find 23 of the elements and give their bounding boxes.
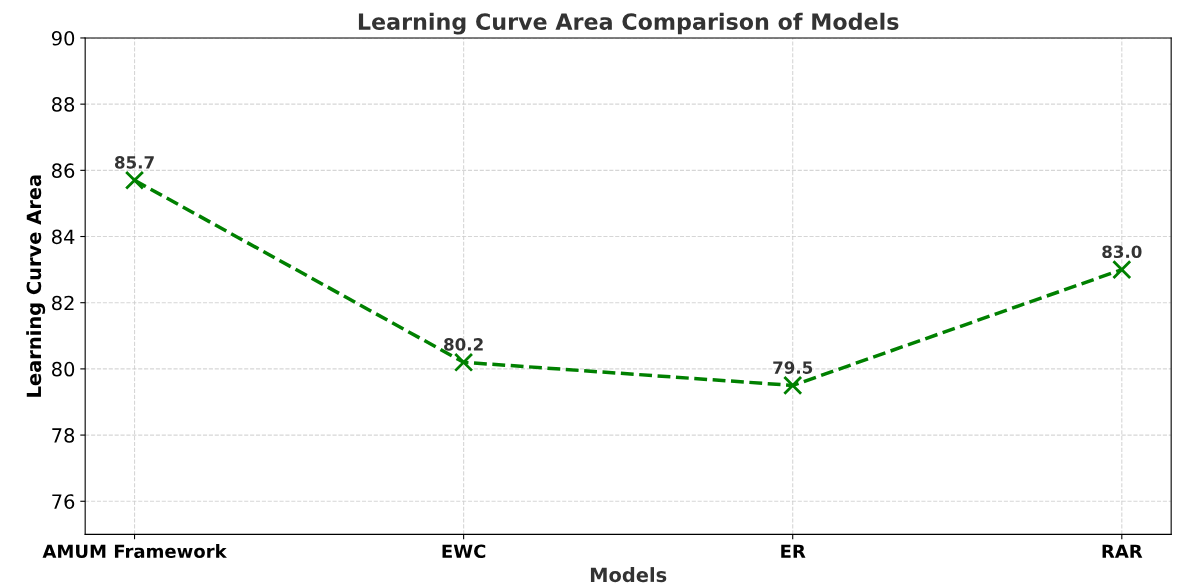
y-tick-label: 86: [52, 163, 75, 178]
y-tick-label: 80: [52, 361, 75, 377]
x-axis-title: Models: [590, 567, 667, 583]
y-tick-label: 88: [52, 97, 75, 112]
point: [782, 375, 803, 396]
y-tick-label: 82: [52, 295, 74, 311]
data-label: 80.2: [444, 338, 483, 351]
y-tick-label: 78: [52, 428, 75, 443]
x-tick-label: EWC: [442, 544, 486, 559]
y-axis-title: Learning Curve Area: [26, 175, 46, 397]
point: [1112, 259, 1132, 280]
x-tick-label: RAR: [1102, 544, 1143, 558]
y-tick-label: 76: [52, 494, 75, 509]
x-tick-label: ER: [781, 544, 806, 558]
point: [124, 170, 145, 190]
data-label: 85.7: [115, 156, 154, 169]
x-tick-label: AMUM Framework: [42, 544, 227, 559]
point: [453, 352, 474, 372]
chart-title: Learning Curve Area Comparison of Models: [358, 12, 899, 35]
y-tick-label: 84: [52, 229, 75, 245]
y-tick-label: 90: [51, 30, 75, 46]
data-label: 83.0: [1102, 245, 1142, 259]
data-label: 79.5: [773, 361, 813, 374]
